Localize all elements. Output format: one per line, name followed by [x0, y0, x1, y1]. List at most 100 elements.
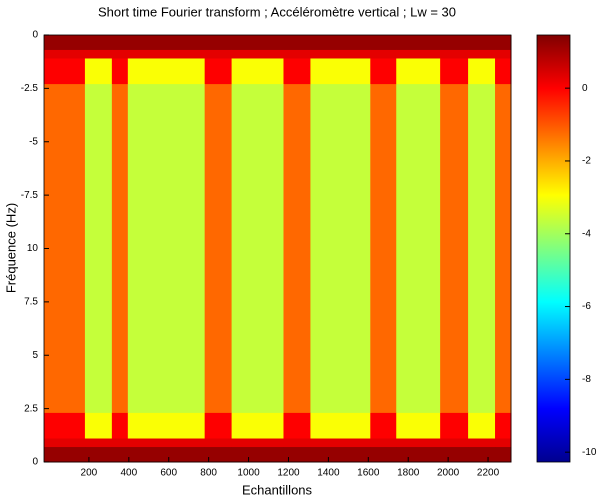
heatmap-cell — [370, 58, 397, 85]
heatmap-cell — [310, 412, 371, 440]
colorbar-tick-label: -8 — [582, 374, 591, 385]
heatmap-cell — [468, 412, 496, 440]
heatmap-cell — [84, 49, 113, 59]
heatmap-cell — [468, 35, 496, 51]
heatmap-cell — [310, 49, 371, 59]
heatmap-cell — [111, 58, 129, 85]
x-tick-label: 600 — [160, 468, 177, 479]
heatmap-cell — [204, 84, 233, 414]
x-tick-label: 1200 — [277, 468, 300, 479]
heatmap-cell — [127, 447, 206, 463]
heatmap-cell — [44, 412, 86, 440]
heatmap-cell — [111, 438, 129, 448]
heatmap-cell — [283, 438, 311, 448]
heatmap-cell — [231, 447, 284, 463]
y-tick-label: 2.5 — [24, 403, 38, 414]
chart-title: Short time Fourier transform ; Accélérom… — [98, 4, 456, 19]
heatmap-cell — [111, 49, 129, 59]
heatmap-cell — [44, 58, 86, 85]
x-tick-label: 800 — [200, 468, 217, 479]
heatmap-cell — [44, 49, 86, 59]
heatmap-cell — [468, 58, 496, 85]
y-tick-label: 10 — [27, 243, 39, 254]
heatmap-cell — [396, 58, 441, 85]
heatmap-cell — [44, 438, 86, 448]
heatmap-cell — [111, 447, 129, 463]
x-tick-label: 2200 — [477, 468, 500, 479]
heatmap-cell — [396, 438, 441, 448]
heatmap-cell — [231, 35, 284, 51]
heatmap-cell — [370, 438, 397, 448]
x-tick-label: 1000 — [237, 468, 260, 479]
x-axis-label: Echantillons — [242, 482, 313, 497]
heatmap-cell — [44, 447, 86, 463]
heatmap-cell — [283, 412, 311, 440]
heatmap-cell — [204, 412, 233, 440]
plot-area — [44, 35, 512, 463]
heatmap-cell — [370, 447, 397, 463]
heatmap-cell — [283, 35, 311, 51]
heatmap-cell — [396, 447, 441, 463]
heatmap-cell — [44, 84, 86, 414]
y-tick-label: -2.5 — [21, 83, 39, 94]
heatmap-cell — [370, 49, 397, 59]
heatmap-cell — [440, 447, 469, 463]
heatmap-cell — [127, 84, 206, 414]
heatmap-cell — [310, 447, 371, 463]
colorbar-tick-label: -4 — [582, 228, 591, 239]
heatmap-cell — [495, 438, 512, 448]
heatmap-cell — [44, 35, 86, 51]
heatmap-cell — [127, 35, 206, 51]
heatmap-cell — [310, 35, 371, 51]
heatmap-cell — [204, 35, 233, 51]
heatmap-cell — [370, 412, 397, 440]
heatmap-cell — [111, 84, 129, 414]
heatmap-cell — [283, 447, 311, 463]
heatmap-cell — [440, 438, 469, 448]
heatmap-cell — [111, 35, 129, 51]
heatmap-cell — [283, 84, 311, 414]
heatmap-cell — [231, 49, 284, 59]
heatmap-cell — [495, 412, 512, 440]
heatmap-cell — [84, 438, 113, 448]
colorbar-tick-label: -10 — [582, 447, 597, 458]
heatmap-cell — [204, 447, 233, 463]
heatmap-cell — [231, 58, 284, 85]
heatmap-cell — [204, 438, 233, 448]
heatmap-cell — [310, 84, 371, 414]
heatmap-cell — [231, 412, 284, 440]
colorbar-tick-label: 0 — [582, 83, 588, 94]
heatmap-cell — [440, 35, 469, 51]
x-tick-label: 1400 — [317, 468, 340, 479]
colorbar-tick-label: -6 — [582, 301, 591, 312]
heatmap-cell — [495, 447, 512, 463]
heatmap-cell — [396, 412, 441, 440]
y-tick-label: 5 — [32, 350, 38, 361]
heatmap-cell — [468, 438, 496, 448]
heatmap-cell — [204, 58, 233, 85]
heatmap-cell — [127, 49, 206, 59]
heatmap-cell — [468, 84, 496, 414]
heatmap-cell — [468, 49, 496, 59]
x-tick-label: 2000 — [437, 468, 460, 479]
x-tick-label: 200 — [81, 468, 98, 479]
heatmap-cell — [370, 84, 397, 414]
y-tick-label: -5 — [29, 136, 38, 147]
heatmap-cell — [84, 84, 113, 414]
heatmap-cell — [370, 35, 397, 51]
heatmap-cell — [396, 35, 441, 51]
y-tick-label: -7.5 — [21, 190, 39, 201]
heatmap-cell — [440, 84, 469, 414]
heatmap-cell — [111, 412, 129, 440]
y-tick-label: 0 — [32, 457, 38, 468]
heatmap-cell — [495, 58, 512, 85]
heatmap-cell — [84, 35, 113, 51]
heatmap-cell — [283, 58, 311, 85]
heatmap-cell — [310, 58, 371, 85]
heatmap-cell — [127, 438, 206, 448]
colorbar — [536, 34, 571, 463]
heatmap-cell — [468, 447, 496, 463]
heatmap-cell — [396, 84, 441, 414]
heatmap-cell — [495, 35, 512, 51]
